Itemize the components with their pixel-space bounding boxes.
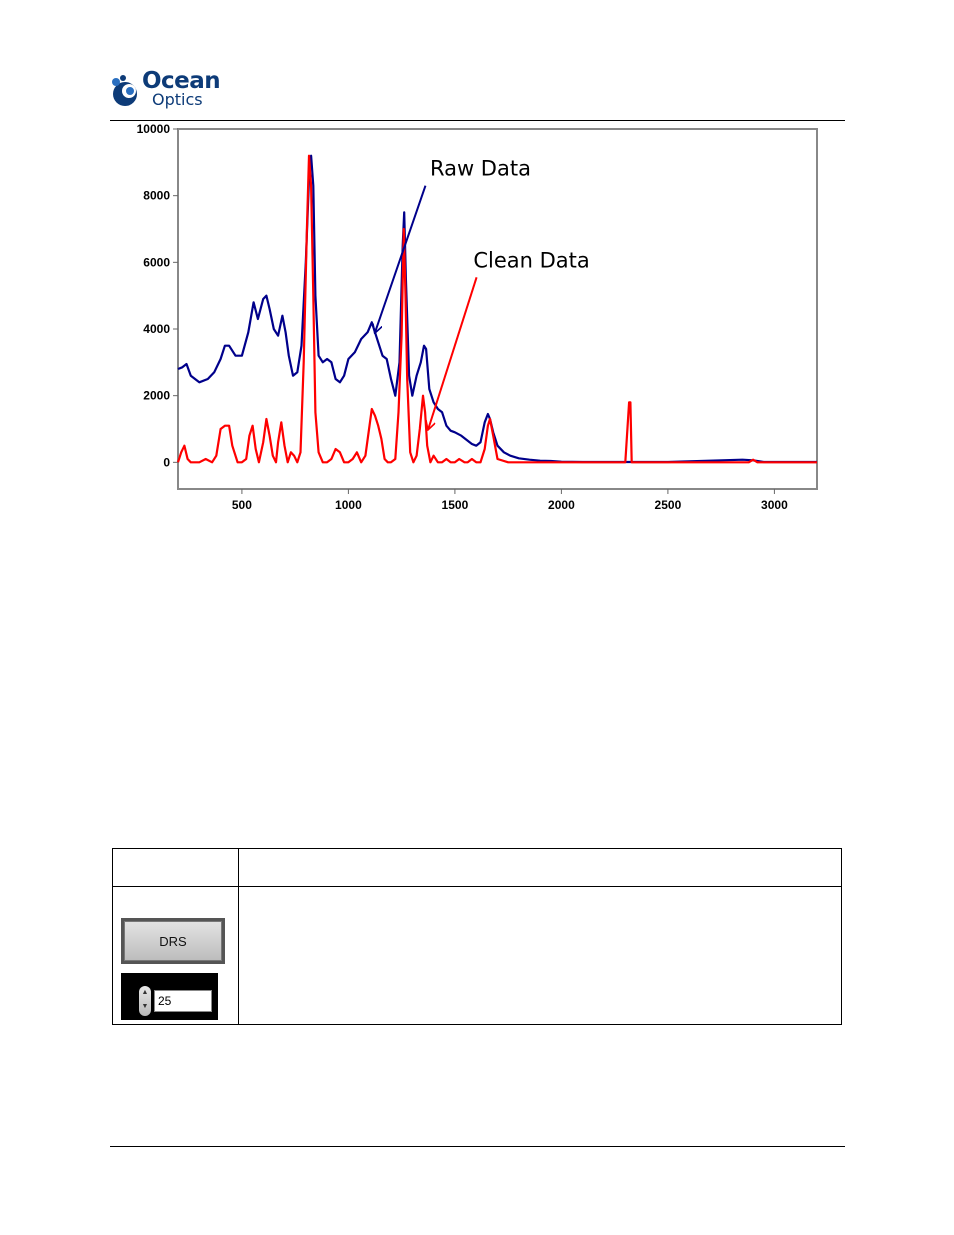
annotation-raw-data: Raw Data xyxy=(430,157,531,181)
annotation-clean-data: Clean Data xyxy=(473,248,589,272)
table-cell-description xyxy=(238,886,842,1025)
y-tick-label: 2000 xyxy=(143,389,170,403)
x-tick-label: 2500 xyxy=(655,498,682,512)
header-rule xyxy=(110,120,845,121)
table-header-cell-control xyxy=(112,848,239,887)
y-tick-label: 10000 xyxy=(137,122,171,136)
y-tick-label: 4000 xyxy=(143,322,170,336)
table-header-cell-description xyxy=(238,848,842,887)
spectrum-chart: 0 2000 4000 6000 8000 10000 500 1000 1500 2000 25… xyxy=(120,120,840,520)
logo-swirl-icon xyxy=(112,75,137,106)
table-header-row xyxy=(112,848,842,887)
raw-data-series-line xyxy=(177,154,817,464)
drs-boxcar-stepper[interactable]: ▲ ▼ 25 xyxy=(121,973,218,1020)
logo-word-optics: Optics xyxy=(152,90,203,109)
annotation-arrow xyxy=(428,277,478,429)
logo-word-ocean: Ocean xyxy=(142,68,221,94)
ocean-optics-logo: Ocean Optics xyxy=(110,70,240,114)
y-tick-label: 8000 xyxy=(143,189,170,203)
y-tick-label: 6000 xyxy=(143,255,170,269)
clean-data-series-line xyxy=(176,154,817,464)
x-tick-label: 1500 xyxy=(442,498,469,512)
series-layer xyxy=(176,154,817,464)
drs-button-label: DRS xyxy=(124,921,222,961)
x-tick-label: 3000 xyxy=(761,498,788,512)
spectrum-chart-svg: 0 2000 4000 6000 8000 10000 500 1000 1500 2000 25… xyxy=(137,122,818,512)
x-tick-label: 1000 xyxy=(335,498,362,512)
x-tick-label: 500 xyxy=(232,498,252,512)
x-tick-label: 2000 xyxy=(548,498,575,512)
y-axis-ticks: 0 2000 4000 6000 8000 10000 xyxy=(137,122,178,469)
x-axis-ticks: 500 1000 1500 2000 2500 3000 xyxy=(232,489,788,512)
annotation-arrow xyxy=(375,185,427,333)
y-tick-label: 0 xyxy=(163,455,170,469)
plot-area xyxy=(177,128,818,490)
drs-button[interactable]: DRS xyxy=(121,918,225,964)
annotation-layer: Raw Data Clean Data xyxy=(375,157,590,429)
footer-rule xyxy=(110,1146,845,1147)
stepper-arrows-icon[interactable]: ▲ ▼ xyxy=(139,986,151,1016)
stepper-value-field[interactable]: 25 xyxy=(154,990,212,1012)
